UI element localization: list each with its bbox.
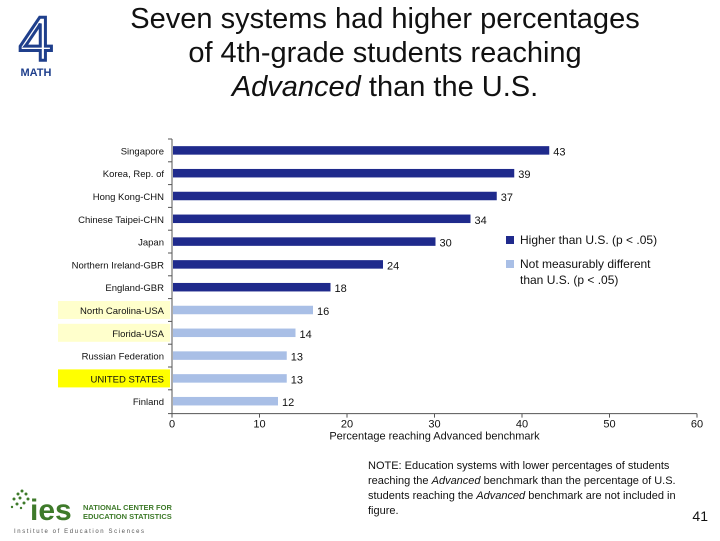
label-highlight (58, 369, 170, 388)
legend-swatch-higher (506, 236, 514, 244)
value-label: 12 (282, 397, 294, 409)
bar (173, 374, 287, 383)
title-line-1: Seven systems had higher percentages (130, 3, 640, 35)
title-line-2: of 4th-grade students reaching (188, 37, 582, 69)
x-tick-label: 0 (169, 419, 175, 431)
value-label: 24 (387, 260, 399, 272)
category-label: Florida-USA (112, 329, 164, 340)
category-label: Korea, Rep. of (103, 169, 165, 180)
bar (173, 146, 550, 155)
x-tick-label: 40 (516, 419, 528, 431)
footnote: NOTE: Education systems with lower perce… (368, 459, 698, 519)
note-italic-1: Advanced (431, 475, 481, 487)
value-label: 13 (291, 352, 303, 364)
value-label: 18 (335, 283, 347, 295)
value-label: 43 (553, 146, 565, 158)
x-tick-label: 50 (603, 419, 615, 431)
ies-letters: ies (30, 494, 72, 527)
legend-label-not-different-2: than U.S. (p < .05) (520, 273, 618, 287)
bar (173, 305, 313, 315)
value-label: 34 (475, 215, 487, 227)
ies-logo: ies NATIONAL CENTER FOR EDUCATION STATIS… (8, 488, 178, 536)
legend-swatch-not-different (506, 260, 514, 268)
value-label: 39 (518, 169, 530, 181)
note-text-2: benchmark than the percentage of U.S. st… (368, 475, 676, 502)
category-label: Finland (133, 397, 164, 408)
x-axis-label: Percentage reaching Advanced benchmark (329, 431, 540, 443)
dots-icon (10, 489, 30, 510)
value-label: 16 (317, 306, 329, 318)
note-italic-2: Advanced (476, 490, 526, 502)
badge-digit: 4 (19, 8, 53, 74)
label-highlight (58, 323, 170, 342)
math-grade-badge: 4 MATH (8, 4, 66, 80)
ies-tagline: Institute of Education Sciences (14, 529, 146, 535)
category-label: Hong Kong-CHN (93, 192, 164, 203)
note-text-1: NOTE: Education systems with lower perce… (368, 460, 670, 487)
value-label: 30 (440, 238, 452, 250)
bar (173, 168, 515, 178)
badge-label: MATH (21, 67, 52, 78)
label-highlight (58, 301, 170, 319)
nces-line-2: EDUCATION STATISTICS (83, 512, 172, 521)
note-text-3: benchmark are not included in figure. (368, 490, 676, 517)
title-line-3-rest: than the U.S. (360, 71, 539, 103)
category-label: Japan (138, 238, 164, 249)
bar (173, 214, 471, 224)
x-tick-label: 20 (341, 419, 353, 431)
value-label: 14 (300, 329, 312, 341)
bar (173, 282, 331, 292)
bar (173, 396, 278, 406)
category-label: Singapore (121, 146, 164, 157)
category-label: England-GBR (105, 283, 164, 294)
page-title: Seven systems had higher percentages of … (70, 2, 700, 104)
bar-chart: Singapore 43 Korea, Rep. of 39 Hong Kong-CHN… (58, 138, 703, 443)
x-tick-label: 10 (253, 419, 265, 431)
bar (173, 351, 287, 360)
legend-label-not-different: Not measurably different (520, 257, 651, 271)
category-label: North Carolina-USA (80, 306, 165, 317)
category-label: Northern Ireland-GBR (72, 260, 165, 271)
bar (173, 237, 436, 246)
title-line-3: Advanced than the U.S. (70, 70, 700, 104)
bar (173, 191, 497, 201)
x-tick-label: 60 (691, 419, 703, 431)
category-label: Chinese Taipei-CHN (78, 215, 164, 226)
value-label: 13 (291, 374, 303, 386)
nces-line-1: NATIONAL CENTER FOR (83, 503, 172, 512)
legend-label-higher: Higher than U.S. (p < .05) (520, 233, 657, 247)
category-label: UNITED STATES (90, 374, 164, 385)
bar (173, 260, 383, 269)
x-tick-label: 30 (428, 419, 440, 431)
bar (173, 328, 296, 338)
value-label: 37 (501, 192, 513, 204)
title-italic-word: Advanced (231, 71, 361, 103)
category-label: Russian Federation (82, 352, 164, 363)
page-number: 41 (692, 508, 708, 524)
